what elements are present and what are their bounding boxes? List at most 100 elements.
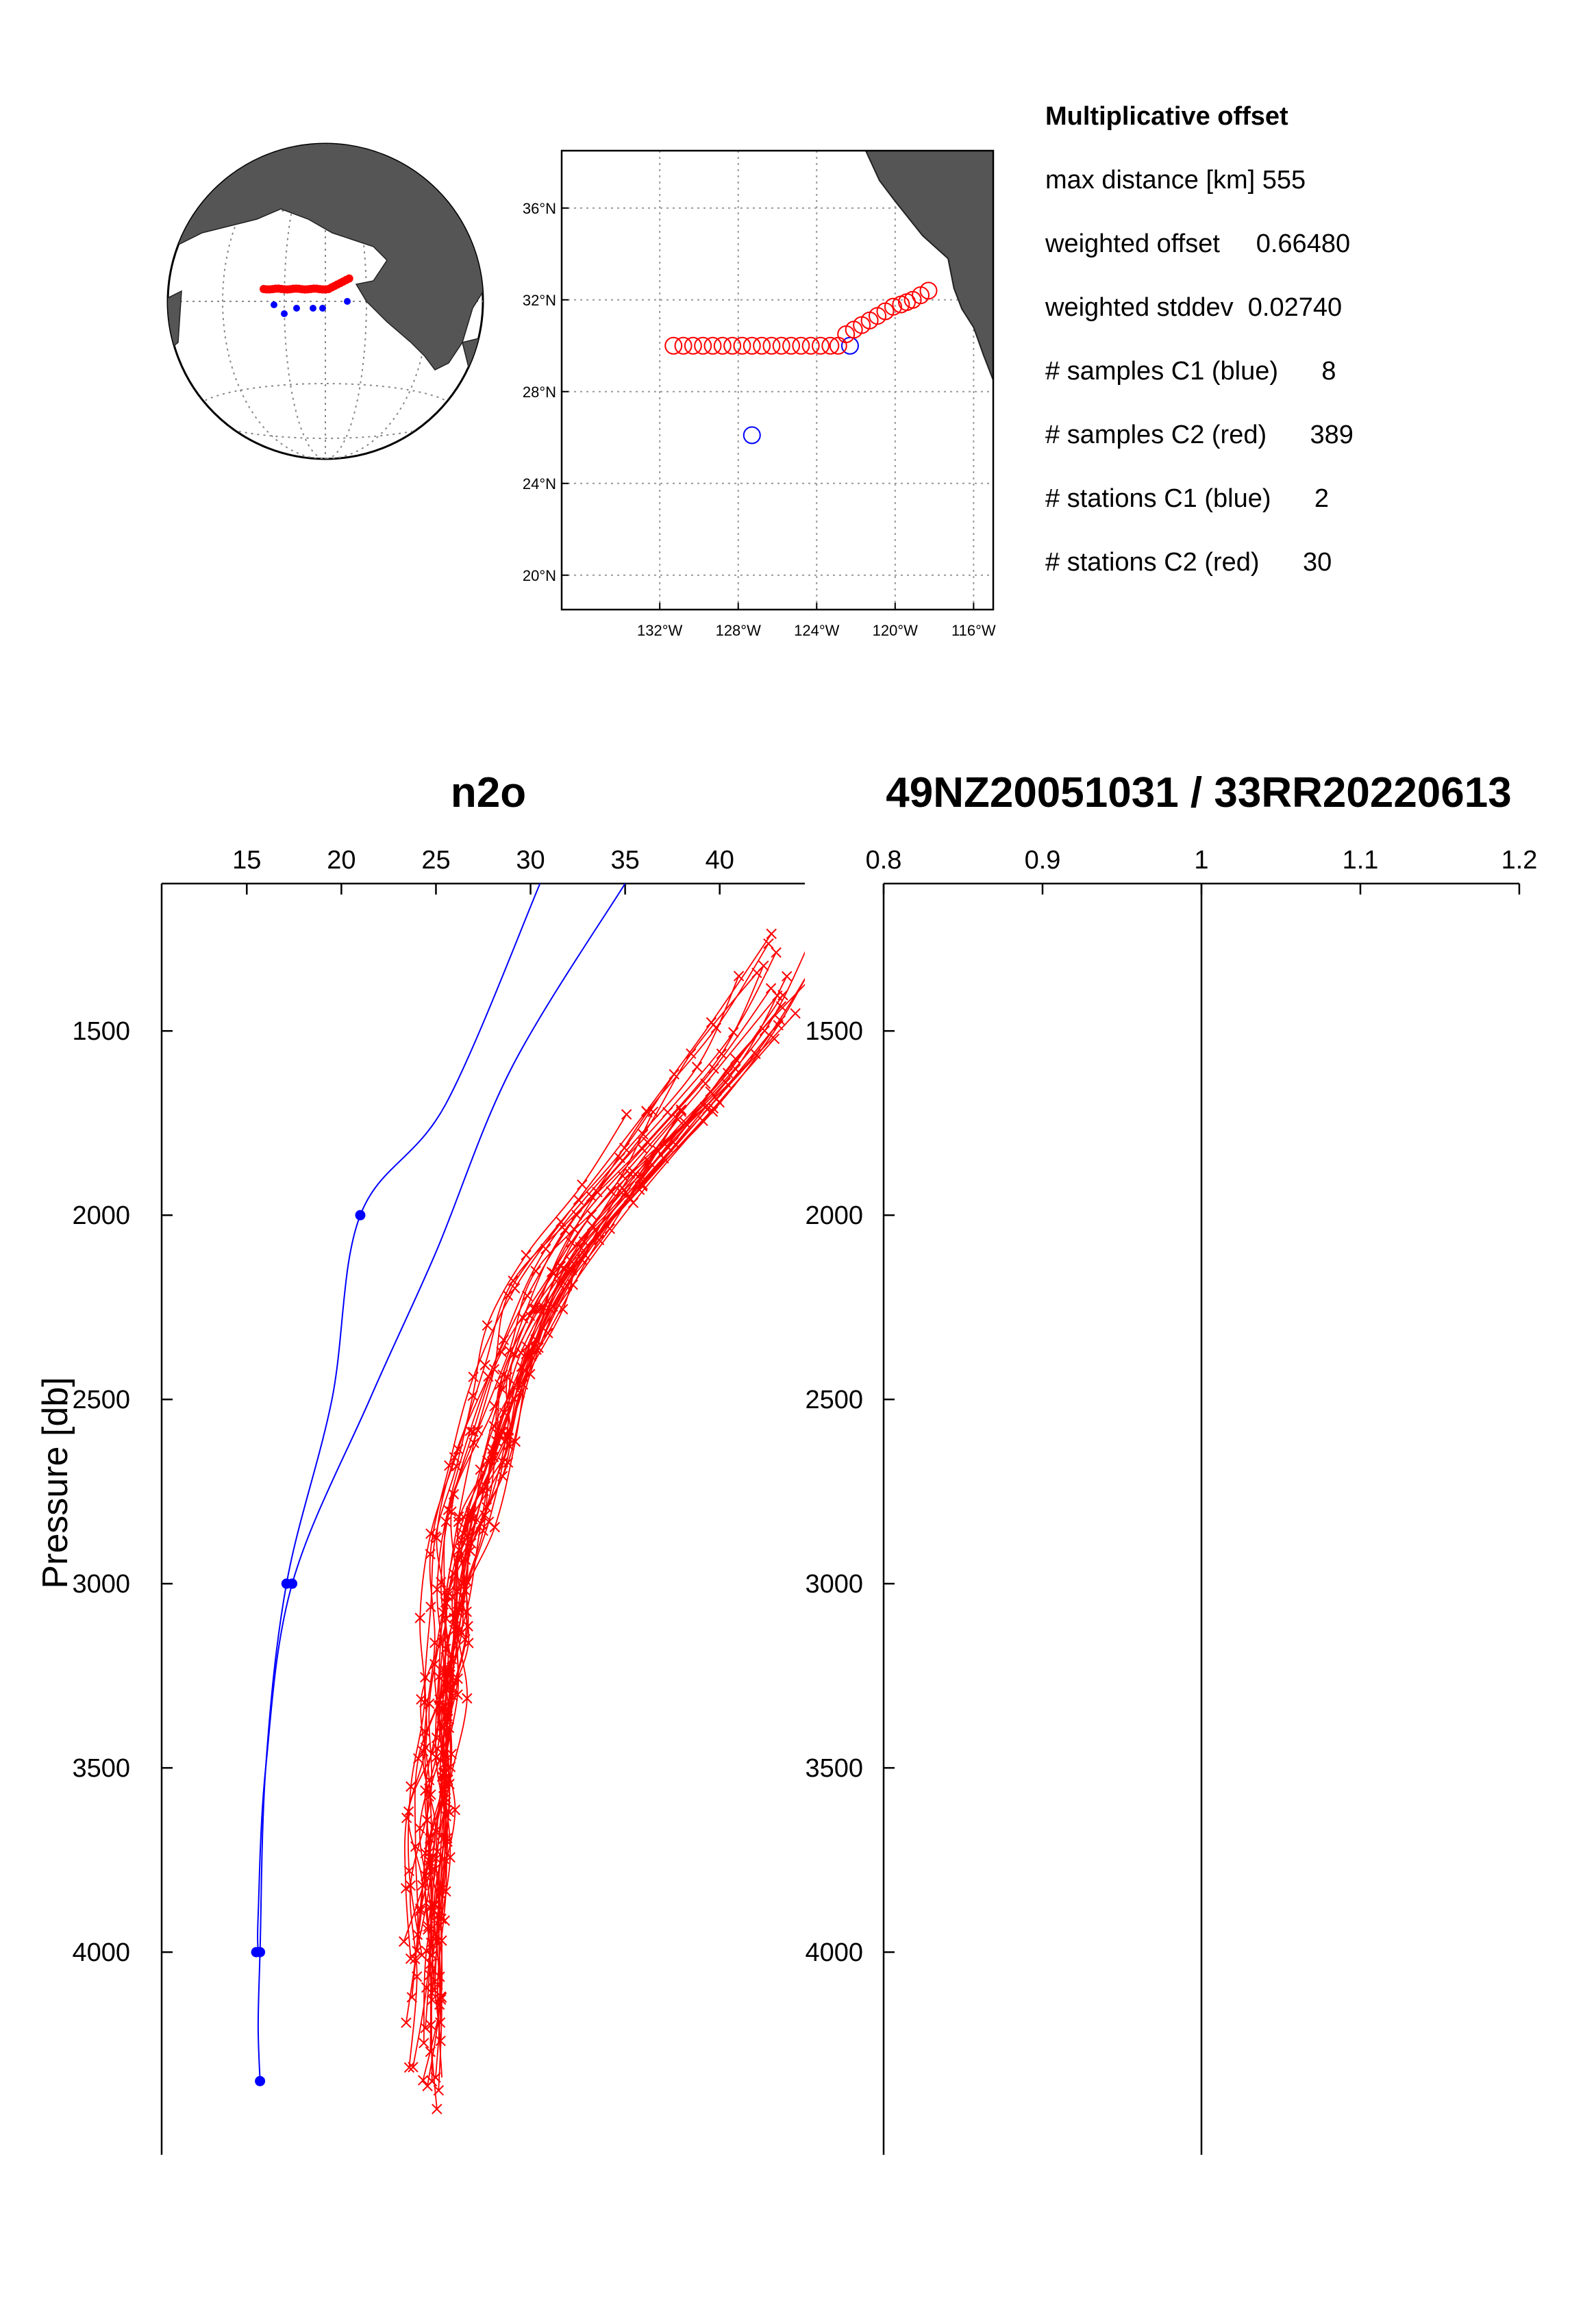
- c2-sample-marker: [420, 2023, 431, 2034]
- c2-profile-line: [433, 975, 788, 2091]
- y-axis-label: Pressure [db]: [36, 1377, 75, 1588]
- c2-sample-marker: [765, 983, 777, 994]
- c2-station-circle: [664, 336, 683, 355]
- c2-station-circle: [812, 336, 830, 355]
- c2-sample-marker: [442, 1504, 454, 1516]
- stat-value: 555: [1262, 166, 1306, 195]
- c2-station-circle: [733, 336, 751, 355]
- c2-sample-marker: [432, 1584, 442, 1595]
- c2-sample-marker: [530, 1303, 542, 1315]
- c2-sample-marker: [475, 1464, 486, 1475]
- c2-sample-marker: [431, 1532, 442, 1544]
- x-tick-label: 15: [232, 846, 261, 875]
- stat-value: 2: [1314, 484, 1329, 513]
- c2-sample-marker: [790, 1008, 801, 1019]
- c2-station-circle: [703, 336, 722, 355]
- c2-sample-marker: [453, 1444, 464, 1455]
- stat-label: # stations C1 (blue): [1045, 484, 1271, 513]
- c2-sample-marker: [691, 1062, 703, 1073]
- y-tick-label: 1500: [805, 1017, 863, 1046]
- c2-sample-marker: [730, 1053, 741, 1064]
- stat-label: # samples C1 (blue): [1045, 357, 1279, 386]
- stat-samples-c2: # samples C2 (red) 389: [1045, 414, 1525, 478]
- c2-sample-marker: [410, 1841, 421, 1852]
- c2-sample-marker: [521, 1341, 533, 1353]
- c1-sample-dot: [355, 1210, 366, 1221]
- c2-sample-marker: [424, 1698, 435, 1710]
- x-tick-label: 128°W: [716, 622, 762, 639]
- c2-sample-marker: [733, 971, 745, 982]
- c2-station-circle: [713, 336, 732, 355]
- x-tick-label: 1.1: [1343, 846, 1379, 875]
- c1-profile-line: [257, 884, 626, 1953]
- x-tick-label: 0.9: [1025, 846, 1061, 875]
- regional-map: 132°W 128°W 124°W 120°W 116°W 20°N 24°N 28°N 32°…: [523, 149, 996, 639]
- c2-sample-marker: [489, 1521, 501, 1533]
- c2-station-dot: [345, 274, 353, 283]
- c2-sample-marker: [440, 1886, 451, 1897]
- axes: 15 20 25 30 35 40 1500 2000 2500 3000 3500 4000: [72, 846, 805, 2155]
- c1-sample-dot: [255, 1947, 266, 1958]
- c2-sample-marker: [412, 1945, 423, 1957]
- c2-sample-marker: [621, 1109, 632, 1120]
- c2-sample-marker: [433, 2085, 445, 2096]
- c2-sample-marker: [728, 1027, 739, 1038]
- c2-sample-marker: [468, 1371, 479, 1383]
- y-tick-label: 24°N: [523, 475, 556, 492]
- c2-sample-marker: [432, 2103, 442, 2114]
- c2-station-circle: [792, 336, 810, 355]
- c2-sample-marker: [543, 1327, 553, 1338]
- y-tick-label: 32°N: [523, 292, 556, 309]
- c2-sample-marker: [586, 1191, 597, 1202]
- c2-sample-marker: [560, 1225, 571, 1236]
- stat-label: weighted stddev: [1045, 293, 1234, 322]
- x-tick-label: 0.8: [866, 846, 902, 875]
- c2-sample-marker: [705, 1086, 716, 1097]
- c2-sample-marker: [482, 1320, 493, 1331]
- c2-sample-marker: [405, 1880, 416, 1891]
- y-tick-label: 20°N: [523, 567, 556, 584]
- c2-sample-marker: [422, 2080, 433, 2092]
- x-tick-label: 25: [421, 846, 450, 875]
- c2-sample-marker: [573, 1194, 584, 1205]
- c2-sample-marker: [722, 1067, 734, 1079]
- c2-sample-marker: [616, 1182, 628, 1194]
- stat-label: max distance [km]: [1045, 166, 1256, 195]
- c2-sample-marker: [453, 1545, 464, 1555]
- c2-sample-marker: [442, 1590, 453, 1601]
- c2-sample-marker: [769, 1033, 780, 1045]
- c2-sample-marker: [449, 1451, 460, 1463]
- c2-sample-marker: [414, 1612, 425, 1623]
- c2-sample-marker: [412, 1753, 424, 1764]
- c2-sample-marker: [706, 1017, 717, 1028]
- c1-station-dot: [319, 305, 326, 312]
- y-tick-label: 3500: [72, 1754, 130, 1783]
- c2-profile-line: [427, 1108, 714, 2086]
- c2-sample-marker: [781, 971, 793, 982]
- c2-sample-marker: [575, 1242, 586, 1253]
- c2-sample-marker: [497, 1384, 508, 1395]
- c2-sample-marker: [403, 2062, 415, 2073]
- c2-sample-marker: [577, 1179, 588, 1190]
- stat-weighted-stddev: weighted stddev 0.02740: [1045, 287, 1525, 351]
- c2-sample-marker: [406, 1992, 418, 2003]
- c2-sample-marker: [449, 1607, 460, 1618]
- c2-sample-marker: [406, 1781, 416, 1792]
- y-tick-label: 3000: [805, 1570, 863, 1599]
- c2-sample-marker: [446, 1749, 457, 1760]
- coastline-land: [864, 150, 994, 381]
- stat-label: # samples C2 (red): [1045, 421, 1267, 449]
- c1-station-dot: [271, 301, 277, 308]
- c2-sample-marker: [540, 1243, 551, 1255]
- c2-sample-marker: [750, 1048, 761, 1060]
- c2-sample-marker: [497, 1427, 508, 1438]
- c2-sample-marker: [414, 1905, 426, 1916]
- c1-sample-dot: [255, 2075, 266, 2086]
- regional-stations: [664, 282, 938, 445]
- axes: 0.8 0.9 1 1.1 1.2 1500 2000 2500 3000 3500 4000: [805, 846, 1537, 2155]
- c2-sample-marker: [510, 1436, 521, 1447]
- y-tick-label: 1500: [72, 1017, 130, 1046]
- c2-sample-marker: [675, 1104, 686, 1115]
- y-tick-label: 3500: [805, 1754, 863, 1783]
- c2-sample-marker: [606, 1186, 616, 1197]
